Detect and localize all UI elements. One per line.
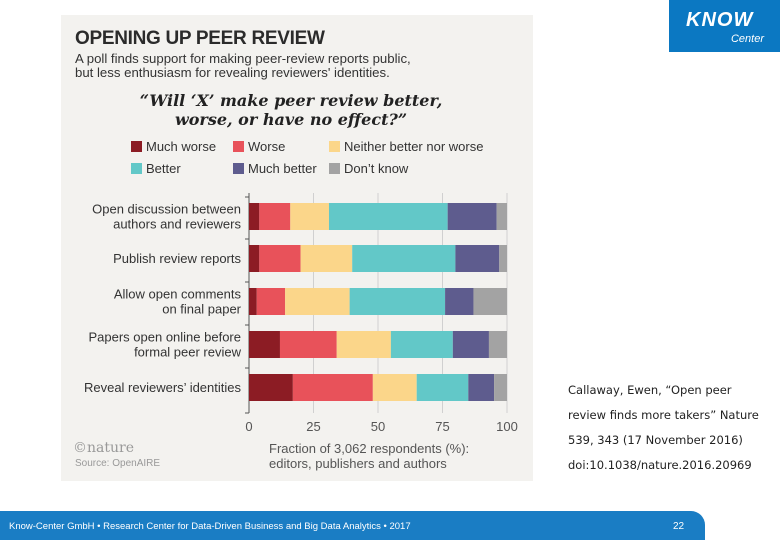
chart-subtitle-line2: but less enthusiasm for revealing review…: [75, 65, 390, 80]
logo-text: KNOW: [686, 9, 754, 31]
bar-segment: [488, 331, 507, 358]
chart-subtitle: A poll finds support for making peer-rev…: [75, 52, 475, 80]
category-label: authors and reviewers: [113, 217, 241, 232]
chart-question-line1: “Will ‘X’ make peer review better,: [139, 91, 443, 110]
category-label: Publish review reports: [113, 251, 241, 266]
legend-swatch: [233, 163, 244, 174]
legend-item: Worse: [233, 139, 285, 155]
x-tick-label: 75: [435, 419, 449, 434]
bar-segment: [249, 203, 260, 230]
citation-line: doi:10.1038/nature.2016.20969: [568, 458, 752, 472]
footer-bar: Know-Center GmbH • Research Center for D…: [0, 511, 705, 540]
bar-segment: [496, 203, 507, 230]
chart-title: OPENING UP PEER REVIEW: [75, 28, 325, 49]
know-center-logo: KNOW Center: [669, 0, 780, 52]
x-axis-label-line1: Fraction of 3,062 respondents (%):: [269, 441, 470, 456]
legend-item: Much better: [233, 161, 317, 177]
bar-segment: [416, 374, 469, 401]
legend-label: Much better: [248, 161, 317, 176]
x-tick-label: 25: [306, 419, 320, 434]
chart-source: Source: OpenAIRE: [75, 458, 161, 469]
bar-segment: [452, 331, 489, 358]
category-label: Open discussion between: [92, 202, 241, 217]
chart-subtitle-line1: A poll finds support for making peer-rev…: [75, 51, 411, 66]
bar-segment: [328, 203, 448, 230]
legend-swatch: [131, 163, 142, 174]
bar-segment: [290, 203, 329, 230]
legend-label: Better: [146, 161, 181, 176]
bar-segment: [300, 245, 353, 272]
bar-segment: [372, 374, 417, 401]
citation: Callaway, Ewen, “Open peer review finds …: [568, 378, 768, 478]
logo-subtext: Center: [730, 33, 764, 45]
bar-segment: [249, 245, 260, 272]
bar-segment: [259, 245, 301, 272]
x-axis-label: Fraction of 3,062 respondents (%): edito…: [269, 441, 525, 471]
bar-segment: [259, 203, 291, 230]
bar-segment: [494, 374, 507, 401]
citation-line: Callaway, Ewen, “Open peer: [568, 383, 732, 397]
legend-swatch: [329, 163, 340, 174]
bar-segment: [249, 374, 293, 401]
category-label: formal peer review: [134, 345, 242, 360]
bar-segment: [279, 331, 337, 358]
legend-swatch: [131, 141, 142, 152]
bar-segment: [390, 331, 453, 358]
bar-segment: [336, 331, 391, 358]
citation-line: review finds more takers” Nature: [568, 408, 759, 422]
category-label: Reveal reviewers’ identities: [84, 380, 242, 395]
category-label: Allow open comments: [114, 287, 242, 302]
legend-swatch: [233, 141, 244, 152]
x-tick-label: 0: [245, 419, 252, 434]
bar-segment: [249, 331, 280, 358]
bar-segment: [292, 374, 373, 401]
bar-segment: [285, 288, 350, 315]
bar-segment: [447, 203, 497, 230]
bar-segment: [352, 245, 456, 272]
x-axis-label-line2: editors, publishers and authors: [269, 456, 447, 471]
legend-item: Neither better nor worse: [329, 139, 483, 155]
bar-segment: [256, 288, 286, 315]
chart-question: “Will ‘X’ make peer review better, worse…: [121, 91, 461, 129]
category-label: Papers open online before: [88, 330, 241, 345]
legend-swatch: [329, 141, 340, 152]
bar-segment: [249, 288, 257, 315]
category-label: on final paper: [162, 302, 241, 317]
bar-segment: [455, 245, 500, 272]
citation-line: 539, 343 (17 November 2016): [568, 433, 743, 447]
x-tick-label: 50: [371, 419, 385, 434]
footer-text: Know-Center GmbH • Research Center for D…: [9, 521, 411, 532]
legend-item: Much worse: [131, 139, 216, 155]
legend-item: Don’t know: [329, 161, 408, 177]
bar-segment: [445, 288, 474, 315]
bar-segment: [468, 374, 495, 401]
chart-figure: OPENING UP PEER REVIEW A poll finds supp…: [61, 15, 533, 481]
bar-segment: [499, 245, 507, 272]
legend-label: Don’t know: [344, 161, 409, 176]
bar-segment: [349, 288, 446, 315]
legend-label: Much worse: [146, 139, 217, 154]
nature-watermark: ©nature: [73, 440, 134, 456]
x-tick-label: 100: [496, 419, 518, 434]
chart-question-line2: worse, or have no effect?”: [174, 110, 408, 129]
bar-segment: [473, 288, 507, 315]
legend-label: Neither better nor worse: [344, 139, 484, 154]
legend-item: Better: [131, 161, 181, 177]
page-number: 22: [673, 521, 685, 532]
legend-label: Worse: [248, 139, 286, 154]
